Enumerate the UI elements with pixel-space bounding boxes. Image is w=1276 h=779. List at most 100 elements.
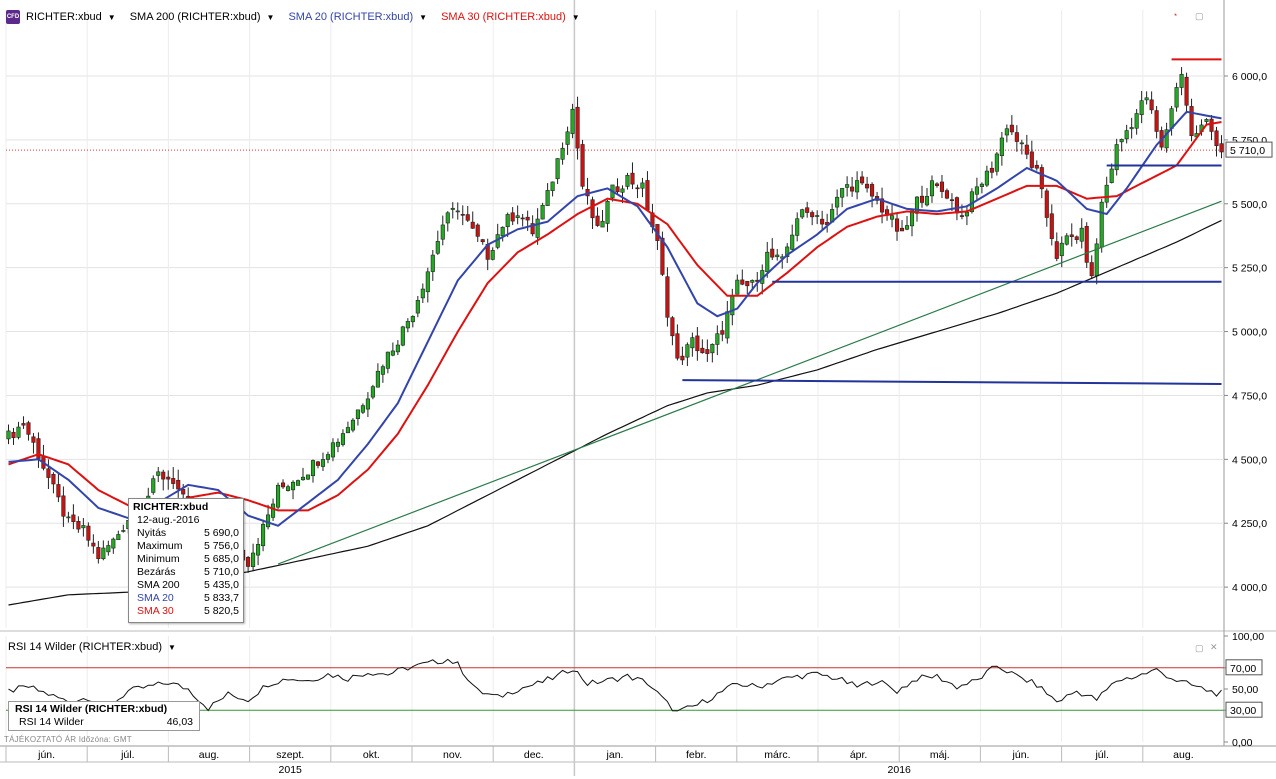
candle-body — [106, 545, 111, 553]
rsi-legend-label: RSI 14 Wilder (RICHTER:xbud) — [8, 641, 163, 653]
candle-body — [1084, 226, 1089, 263]
chevron-down-icon[interactable]: ▼ — [266, 12, 275, 22]
candle-body — [999, 137, 1004, 156]
x-tick-label: ápr. — [850, 749, 868, 761]
candle-body — [695, 335, 700, 352]
restore-icon[interactable]: ▢ — [1195, 11, 1204, 21]
candle-body — [395, 344, 400, 353]
tooltip-label: SMA 30 — [137, 605, 174, 617]
candle-body — [1069, 234, 1074, 237]
tooltip-value: 5 710,0 — [203, 566, 239, 578]
candle-body — [375, 370, 380, 388]
tooltip-row: Maximum 5 756,0 — [133, 540, 239, 553]
candle-body — [415, 300, 420, 314]
candle-body — [390, 350, 395, 356]
legend-sma30[interactable]: SMA 30 (RICHTER:xbud) ▼ — [441, 11, 580, 23]
candle-body — [845, 184, 850, 188]
candle-body — [800, 209, 805, 218]
candle-body — [520, 217, 525, 220]
candle-body — [1114, 144, 1119, 171]
tooltip-value: 5 833,7 — [203, 592, 239, 604]
tooltip-value: 5 756,0 — [203, 540, 239, 552]
tooltip-row: SMA 200 5 435,0 — [133, 579, 239, 592]
x-tick-label: dec. — [524, 749, 544, 761]
candle-body — [1134, 113, 1139, 129]
rsi-y-tick-label: 100,00 — [1232, 631, 1264, 643]
candle-body — [370, 386, 375, 398]
legend-sma20[interactable]: SMA 20 (RICHTER:xbud) ▼ — [288, 11, 427, 23]
chevron-down-icon[interactable]: ▼ — [571, 12, 580, 22]
candle-body — [685, 344, 690, 358]
candle-body — [675, 333, 680, 359]
candle-body — [1164, 129, 1169, 149]
candle-body — [51, 473, 56, 485]
candle-body — [161, 471, 166, 480]
chevron-down-icon[interactable]: ▼ — [107, 12, 116, 22]
y-tick-label: 4 250,0 — [1232, 518, 1267, 530]
candle-body — [710, 343, 715, 354]
rsi-legend[interactable]: RSI 14 Wilder (RICHTER:xbud) ▼ — [8, 641, 176, 653]
candle-body — [660, 237, 665, 275]
close-icon[interactable]: ✕ — [1210, 642, 1218, 652]
candle-body — [1074, 236, 1079, 240]
candle-body — [335, 441, 341, 447]
y-tick-label: 5 000,0 — [1232, 327, 1267, 339]
y-tick-label: 4 750,0 — [1232, 390, 1267, 402]
candle-body — [630, 172, 635, 185]
restore-icon[interactable]: ▢ — [1195, 643, 1204, 653]
cfd-icon: CFD — [6, 10, 20, 24]
candle-body — [899, 227, 905, 232]
candle-body — [805, 207, 810, 213]
legend-main[interactable]: CFD RICHTER:xbud ▼ — [6, 10, 116, 24]
candle-body — [1119, 139, 1124, 143]
clock-icon[interactable]: ◔ — [1172, 10, 1178, 20]
last-price-tag — [1225, 141, 1273, 158]
candle-body — [325, 454, 331, 460]
candle-body — [590, 199, 595, 219]
candle-body — [450, 207, 455, 210]
x-tick-label: jan. — [606, 749, 624, 761]
chevron-down-icon[interactable]: ▼ — [419, 12, 428, 22]
candle-body — [705, 349, 710, 354]
candle-body — [1014, 132, 1019, 142]
candle-body — [540, 204, 545, 220]
candle-body — [96, 547, 101, 560]
candle-body — [261, 524, 266, 547]
candle-body — [1169, 108, 1174, 129]
candle-body — [994, 153, 999, 172]
legend-sma200[interactable]: SMA 200 (RICHTER:xbud) ▼ — [130, 11, 275, 23]
candle-body — [1189, 106, 1194, 137]
candle-body — [86, 525, 91, 541]
candle-body — [810, 212, 815, 218]
tooltip-row: SMA 30 5 820,5 — [133, 605, 239, 618]
chevron-down-icon[interactable]: ▼ — [168, 642, 176, 652]
candle-body — [870, 184, 875, 197]
candle-body — [770, 248, 775, 258]
candle-body — [1214, 130, 1219, 146]
candle-body — [310, 460, 316, 477]
tooltip-row: Nyitás 5 690,0 — [133, 527, 239, 540]
rsi-box-row: RSI 14 Wilder 46,03 — [15, 716, 193, 729]
tooltip-label: Maximum — [137, 540, 183, 552]
candle-body — [974, 186, 979, 195]
candle-body — [535, 218, 540, 238]
tooltip-value: 5 685,0 — [203, 553, 239, 565]
candle-body — [1184, 76, 1189, 106]
x-tick-label: szept. — [276, 749, 304, 761]
candle-body — [924, 196, 930, 206]
candle-body — [1109, 168, 1114, 183]
candle-body — [850, 186, 855, 192]
rsi-level-label: 30,00 — [1230, 705, 1256, 717]
x-tick-label: júl. — [1094, 749, 1108, 761]
candle-body — [151, 478, 156, 493]
candle-body — [1149, 99, 1154, 111]
footer-note: TÁJÉKOZTATÓ ÁR Időzóna: GMT — [4, 735, 132, 744]
candle-body — [620, 188, 625, 193]
last-price-label: 5 710,0 — [1230, 145, 1265, 157]
year-label: 2015 — [279, 764, 303, 776]
candle-body — [1049, 213, 1054, 239]
candle-body — [934, 183, 940, 186]
candle-body — [1029, 151, 1034, 168]
